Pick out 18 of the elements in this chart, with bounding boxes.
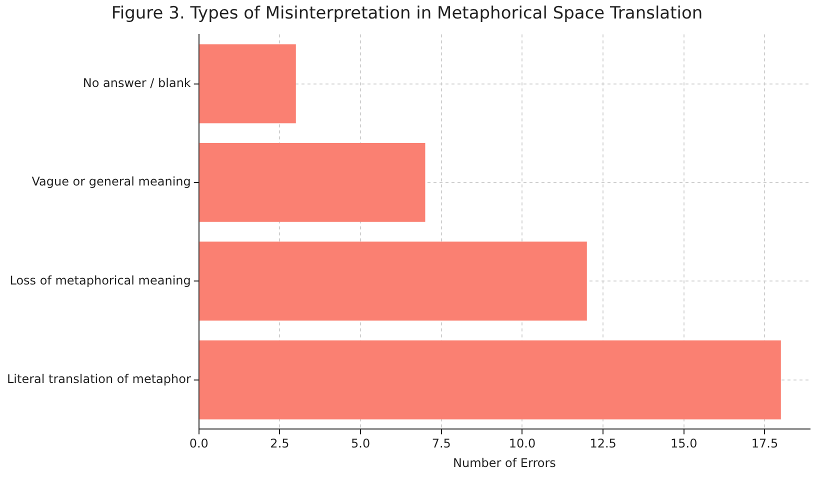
x-tick-label: 12.5 [590,436,616,451]
x-tick-label: 5.0 [351,436,370,451]
bar [199,340,781,420]
x-tick-label: 2.5 [270,436,290,451]
y-tick-label: Vague or general meaning [32,174,191,189]
y-tick-label: Literal translation of metaphor [7,372,191,386]
bar [199,142,426,222]
x-tick-label: 0.0 [189,436,208,451]
bar [199,44,296,124]
bar [199,242,587,321]
x-tick-label: 15.0 [670,436,698,451]
x-tick-label: 10.0 [508,436,536,451]
chart-title: Figure 3. Types of Misinterpretation in Metaphorical Space Translation [111,4,703,24]
x-axis-title: Number of Errors [452,456,556,470]
y-tick-label: No answer / blank [82,76,191,90]
x-tick-label: 7.5 [432,436,451,451]
x-tick-label: 17.5 [751,436,778,451]
y-tick-label: Loss of metaphorical meaning [10,273,191,288]
